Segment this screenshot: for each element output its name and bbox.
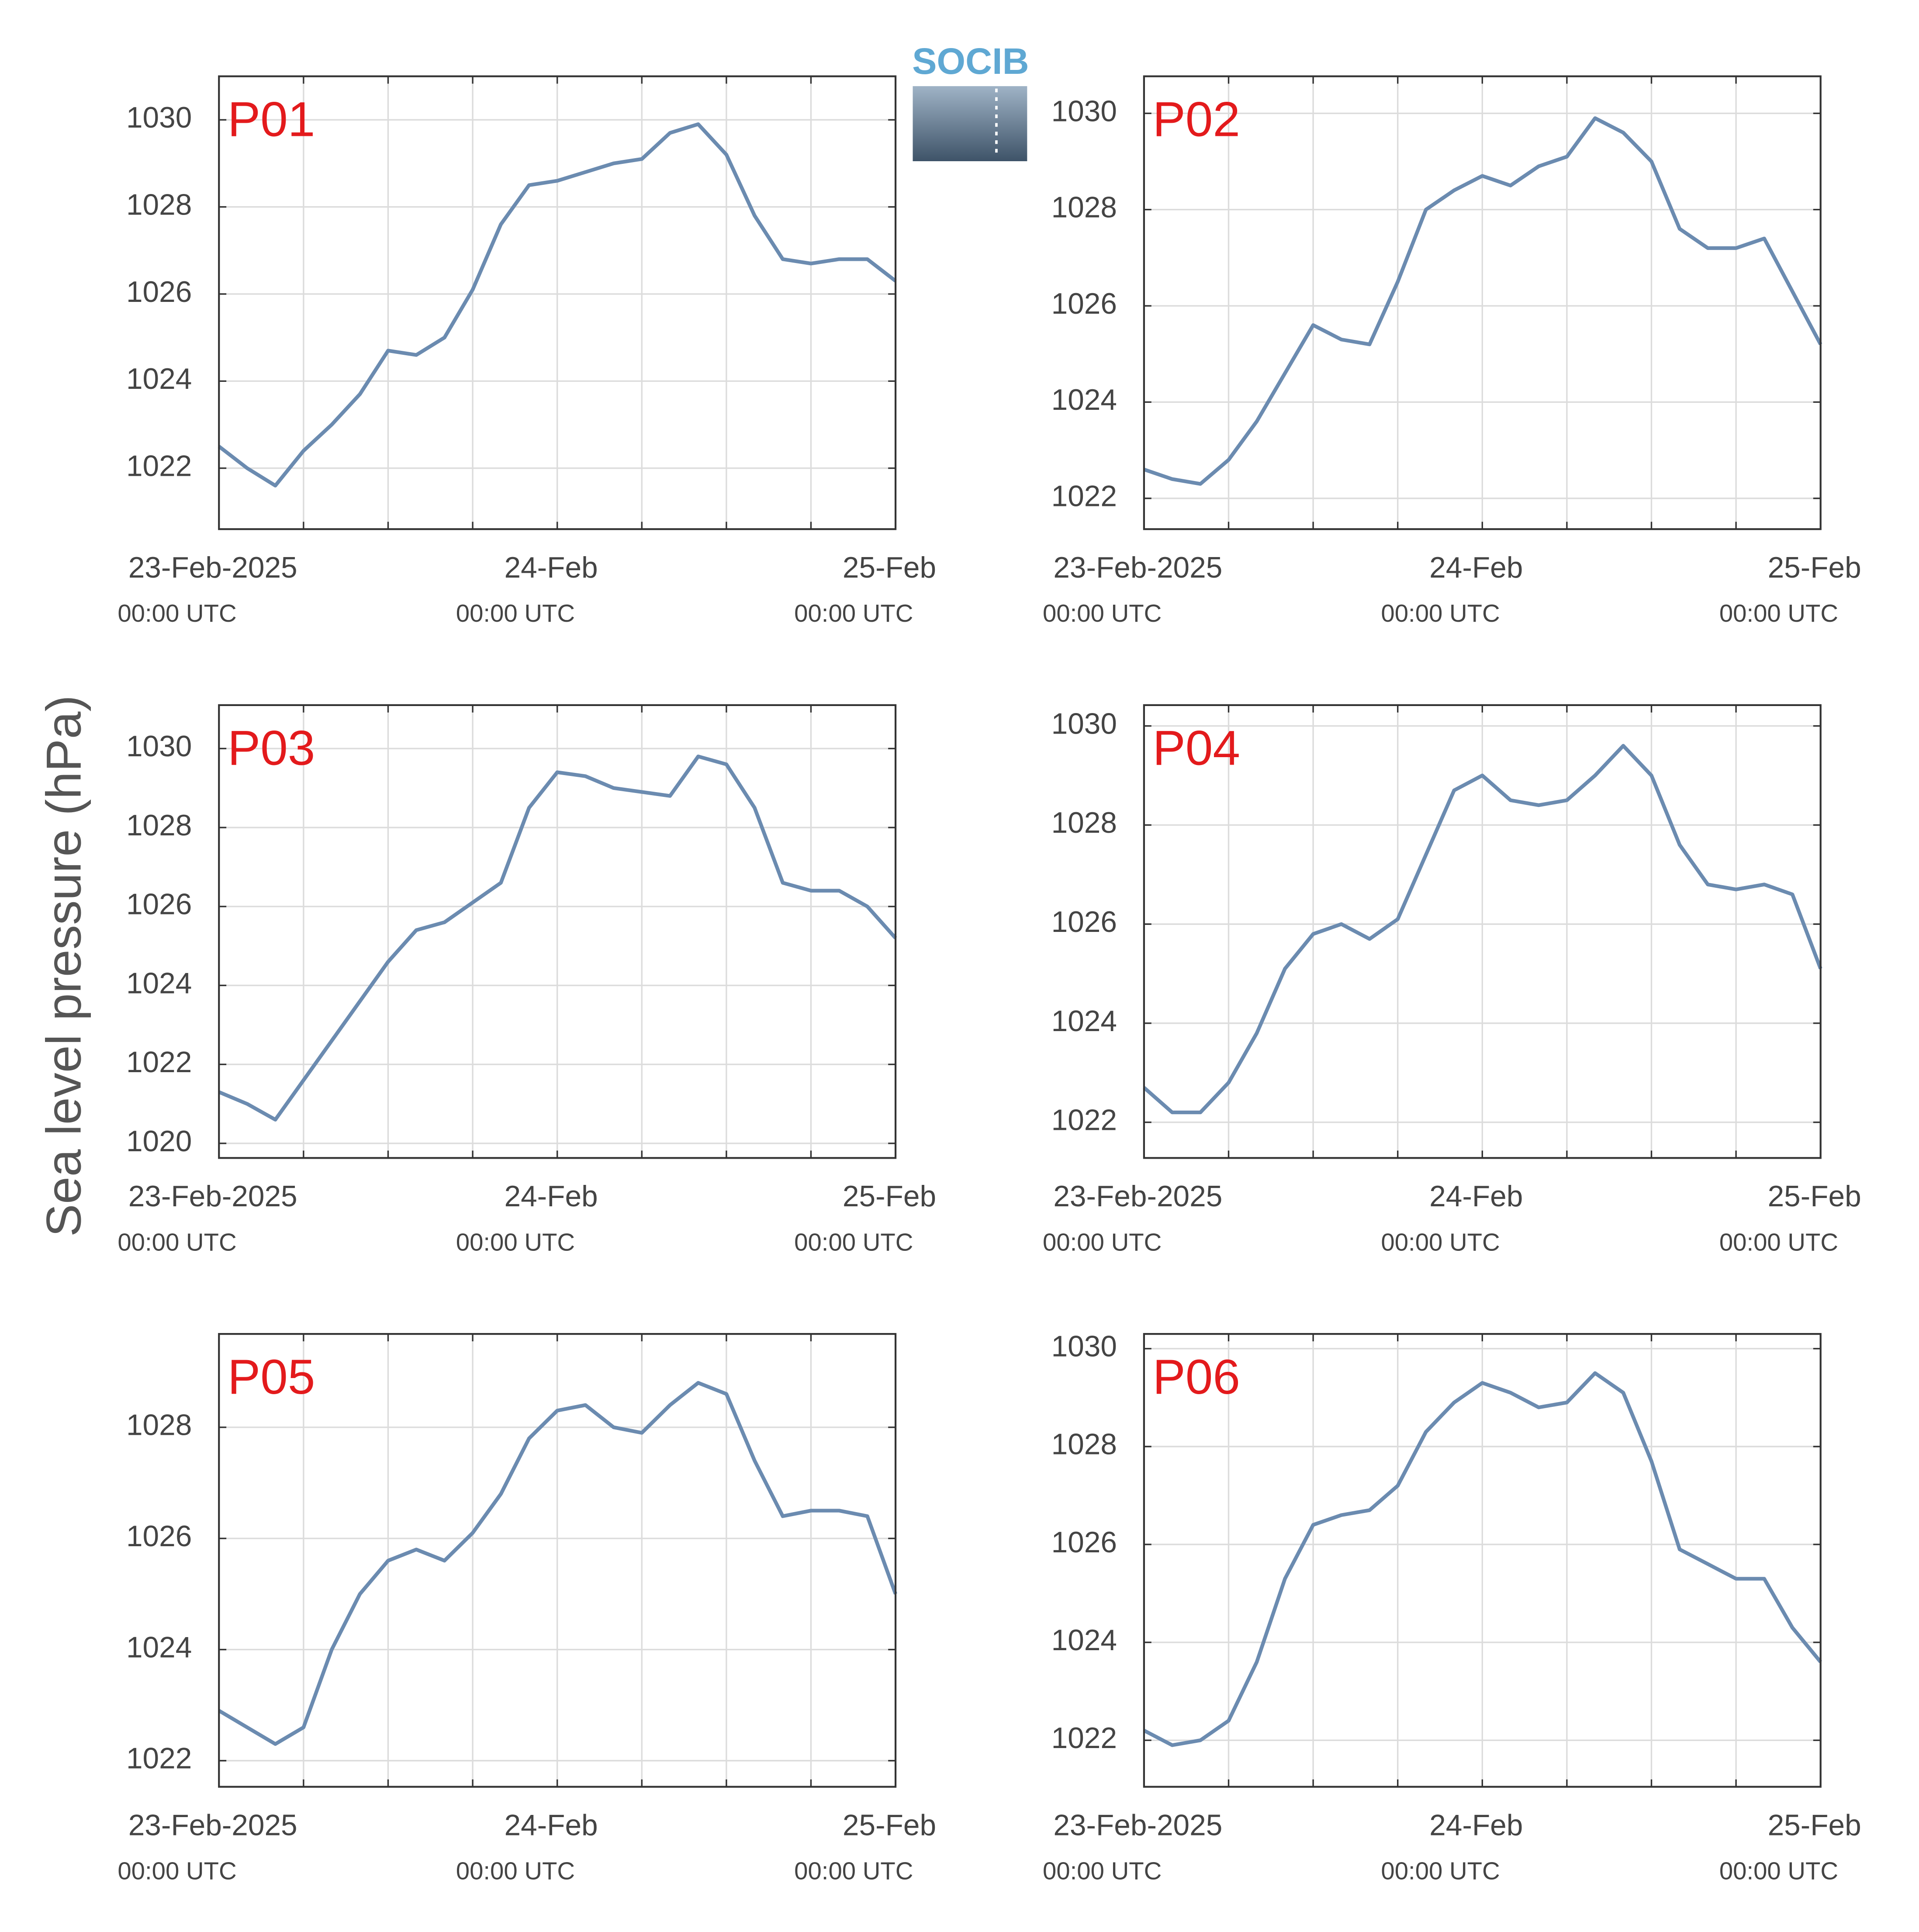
y-tick-label: 1030 [126,730,192,763]
data-line [1143,744,1822,1115]
x-tick-label: 24-Feb [1429,551,1523,584]
x-tick-sublabel: 00:00 UTC [1381,1857,1500,1885]
x-tick-sublabel: 00:00 UTC [118,599,236,627]
x-tick-sublabel: 00:00 UTC [1043,1857,1162,1885]
data-line [218,1381,898,1746]
x-tick-sublabel: 00:00 UTC [794,1228,913,1256]
panel: 1022 1024 1026 1028 1030 23-Feb-2025 00:00 UTC… [1043,75,1861,627]
x-tick-label: 25-Feb [843,1809,936,1842]
panel-title: P04 [1153,720,1240,776]
y-tick-label: 1022 [126,1742,192,1775]
y-tick-label: 1024 [1051,1005,1117,1038]
y-tick-label: 1026 [1051,906,1117,938]
x-tick-sublabel: 00:00 UTC [1043,599,1162,627]
x-tick-label: 25-Feb [1768,551,1861,584]
panel: 1022 1024 1026 1028 1030 23-Feb-2025 00:00 UTC… [1043,704,1861,1256]
panel-title: P05 [228,1349,315,1404]
y-tick-label: 1026 [126,1520,192,1553]
panel-title: P06 [1153,1349,1240,1404]
y-tick-label: 1024 [126,967,192,1000]
y-tick-label: 1030 [126,101,192,134]
panel-title: P03 [228,720,315,776]
y-tick-label: 1020 [126,1125,192,1158]
y-tick-label: 1026 [126,276,192,308]
logo: SOCIB [912,41,1029,161]
y-tick-label: 1030 [1051,707,1117,740]
x-tick-sublabel: 00:00 UTC [1719,1857,1838,1885]
x-tick-label: 24-Feb [1429,1809,1523,1842]
y-tick-label: 1028 [1051,1428,1117,1461]
y-tick-label: 1022 [1051,480,1117,512]
x-tick-label: 23-Feb-2025 [128,1180,297,1213]
x-tick-label: 24-Feb [505,1180,598,1213]
y-tick-label: 1022 [1051,1104,1117,1137]
y-tick-label: 1022 [126,1046,192,1079]
y-tick-label: 1022 [1051,1722,1117,1755]
x-tick-label: 24-Feb [505,1809,598,1842]
panel: 1022 1024 1026 1028 1030 23-Feb-2025 00:00 UTC… [118,75,936,627]
data-line [218,122,897,488]
x-tick-label: 23-Feb-2025 [1053,1180,1222,1213]
y-tick-label: 1028 [1051,807,1117,839]
y-tick-label: 1024 [126,1631,192,1664]
x-tick-sublabel: 00:00 UTC [1043,1228,1162,1256]
x-tick-label: 23-Feb-2025 [128,1809,297,1842]
y-tick-label: 1028 [126,1409,192,1442]
y-tick-label: 1024 [1051,1624,1117,1657]
y-tick-label: 1022 [126,450,192,482]
y-tick-label: 1028 [126,809,192,842]
x-tick-sublabel: 00:00 UTC [794,1857,913,1885]
logo-box [913,86,1027,161]
x-tick-label: 24-Feb [505,551,598,584]
x-tick-sublabel: 00:00 UTC [1381,1228,1500,1256]
data-line [1143,116,1822,486]
x-tick-sublabel: 00:00 UTC [118,1857,236,1885]
plot-frame [218,75,897,530]
x-tick-label: 24-Feb [1429,1180,1523,1213]
x-tick-sublabel: 00:00 UTC [456,599,575,627]
plot-frame [1143,704,1822,1159]
x-tick-label: 23-Feb-2025 [128,551,297,584]
x-tick-sublabel: 00:00 UTC [1381,599,1500,627]
x-tick-sublabel: 00:00 UTC [1719,599,1838,627]
panel-title: P02 [1153,91,1240,146]
plot-frame [218,704,897,1159]
y-tick-label: 1030 [1051,95,1117,128]
x-tick-label: 25-Feb [843,551,936,584]
data-line [1143,1371,1822,1747]
x-tick-sublabel: 00:00 UTC [456,1857,575,1885]
panel: 1022 1024 1026 1028 1030 23-Feb-2025 00:00 UTC… [1043,1330,1861,1885]
x-tick-sublabel: 00:00 UTC [456,1228,575,1256]
y-tick-label: 1024 [126,363,192,395]
x-tick-label: 25-Feb [1768,1180,1861,1213]
logo-text: SOCIB [912,41,1029,82]
y-tick-label: 1026 [126,888,192,921]
x-tick-sublabel: 00:00 UTC [118,1228,236,1256]
panel: 1020 1022 1024 1026 1028 1030 23-Feb-2025 00:00… [118,704,936,1256]
y-tick-label: 1028 [1051,191,1117,224]
y-tick-label: 1026 [1051,1526,1117,1559]
panel-title: P01 [228,91,315,146]
plot-frame [1143,75,1822,530]
x-tick-label: 23-Feb-2025 [1053,551,1222,584]
plot-frame [218,1333,897,1788]
panel: 1022 1024 1026 1028 23-Feb-2025 00:00 UTC 24-F… [118,1333,936,1885]
y-tick-label: 1026 [1051,287,1117,320]
data-line [218,755,897,1122]
x-tick-sublabel: 00:00 UTC [794,599,913,627]
x-tick-label: 25-Feb [1768,1809,1861,1842]
y-tick-label: 1030 [1051,1330,1117,1363]
x-tick-label: 25-Feb [843,1180,936,1213]
y-tick-label: 1028 [126,188,192,221]
x-tick-sublabel: 00:00 UTC [1719,1228,1838,1256]
y-axis-label: Sea level pressure (hPa) [36,695,91,1237]
y-tick-label: 1024 [1051,384,1117,416]
x-tick-label: 23-Feb-2025 [1053,1809,1222,1842]
plot-frame [1143,1333,1822,1788]
